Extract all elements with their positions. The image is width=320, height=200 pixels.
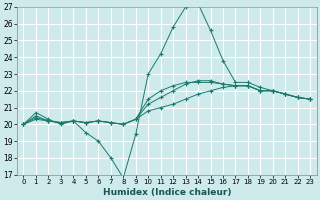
X-axis label: Humidex (Indice chaleur): Humidex (Indice chaleur) bbox=[103, 188, 231, 197]
